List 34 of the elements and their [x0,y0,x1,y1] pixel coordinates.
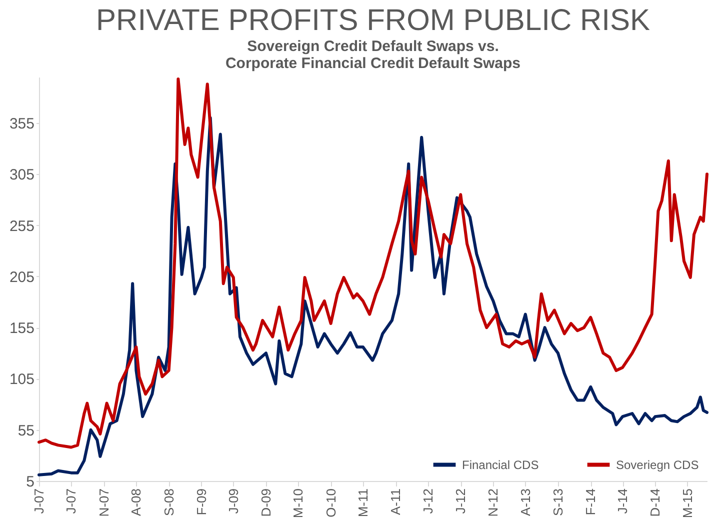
x-tick-label: J-07 [32,488,46,514]
x-tick-label: F-09 [194,488,209,516]
y-tick-label: 5 [26,474,34,490]
y-tick-label: 355 [9,116,34,133]
x-tick-label: N-07 [96,488,112,517]
chart-subtitle: Sovereign Credit Default Swaps vs. Corporate Financial Credit Default Swaps [225,38,521,72]
x-tick-label: J-12 [453,488,468,514]
x-tick-label: J-07 [64,488,79,514]
x-tick-label: M-10 [290,488,306,518]
x-tick-label: N-12 [486,488,501,517]
y-tick-label: 305 [9,166,34,184]
x-tick-label: J-14 [615,488,630,514]
y-tick-label: 205 [9,268,34,286]
y-tick-label: 105 [9,371,34,388]
x-tick-label: J-09 [226,488,241,514]
y-tick-label: 255 [9,218,34,235]
y-tick-label: 155 [9,320,34,338]
x-tick-label: S-13 [550,488,566,516]
chart-title: PRIVATE PROFITS FROM PUBLIC RISK [96,4,650,37]
x-tick-label: S-08 [161,488,176,516]
x-tick-label: F-14 [583,488,598,516]
x-tick-label: M-15 [680,488,695,518]
x-tick-label: J-12 [420,488,436,514]
x-tick-label: M-11 [355,488,370,518]
x-tick-label: D-14 [648,488,663,517]
x-tick-label: A-11 [388,488,404,515]
x-tick-label: D-09 [258,488,274,517]
x-tick-label: O-10 [323,488,338,518]
legend-label: Soveriegn CDS [616,458,699,472]
line-series [38,78,708,449]
x-tick-label: A-08 [128,488,144,516]
x-tick-label: A-13 [518,488,533,516]
legend-label: Financial CDS [462,458,539,472]
y-tick-label: 55 [18,422,34,440]
